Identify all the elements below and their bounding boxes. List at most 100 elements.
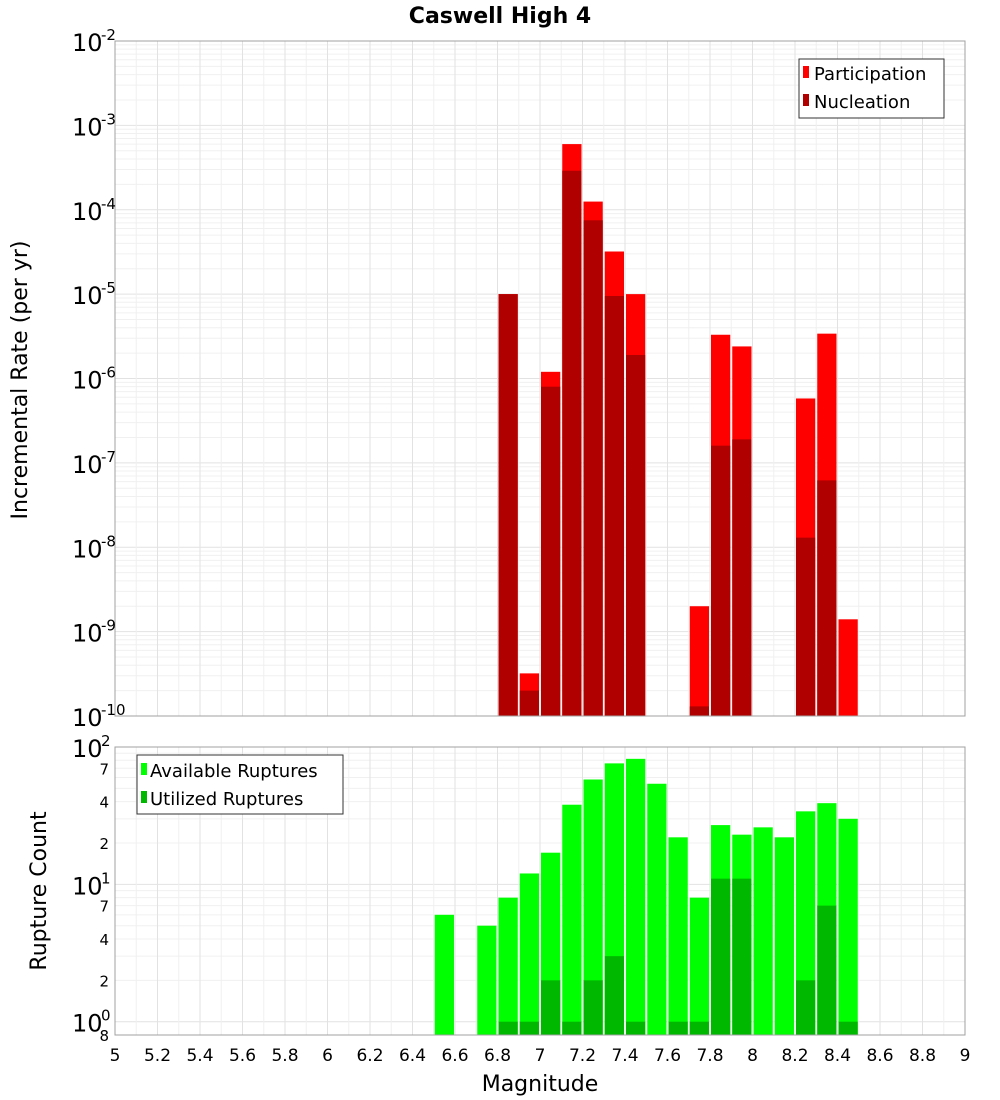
x-tick-label: 6.8 [484, 1046, 511, 1066]
bottom-bars [434, 758, 858, 1035]
top-y-tick-exponent: -10 [101, 701, 126, 719]
bottom-legend-box [136, 754, 344, 815]
nucleation-bar [498, 294, 518, 716]
top-y-tick-exponent: -4 [101, 195, 116, 213]
top-y-ticks: 10-210-310-410-510-610-710-810-910-10 [72, 26, 126, 732]
utilized-ruptures-bar [604, 956, 624, 1035]
top-y-tick-base: 10 [72, 535, 103, 563]
bottom-legend: Available Ruptures Utilized Ruptures [136, 754, 344, 815]
top-legend: Participation Nucleation [798, 58, 945, 119]
top-bars [498, 144, 858, 717]
bottom-y-minor-tick-label: 2 [99, 972, 109, 990]
x-axis-label: Magnitude [482, 1072, 599, 1097]
top-y-tick-exponent: -6 [101, 364, 116, 382]
x-tick-label: 5.8 [271, 1046, 298, 1066]
top-y-tick-base: 10 [72, 704, 103, 732]
legend-participation-label: Participation [814, 64, 926, 85]
bottom-x-ticks: 5 5.2 5.4 5.6 5.8 6 6.2 6.4 6.6 6.8 7 7.2 7.4 7.6 7.8 8… [110, 1046, 971, 1066]
x-tick-label: 7.2 [569, 1046, 596, 1066]
utilized-ruptures-bar [732, 878, 752, 1035]
bottom-y-minor-tick-label: 2 [99, 835, 109, 853]
x-tick-label: 8.8 [909, 1046, 936, 1066]
bottom-y-minor-tick-label: 7 [99, 898, 109, 916]
legend-participation-swatch [803, 66, 809, 78]
bottom-y-minor-tick-label: 4 [99, 931, 109, 949]
chart-title: Caswell High 4 [409, 4, 591, 29]
participation-bar [838, 619, 858, 716]
legend-available-label: Available Ruptures [150, 761, 318, 782]
available-ruptures-bar [753, 827, 773, 1035]
legend-available-swatch [141, 763, 147, 775]
bottom-y-minor-tick-label: 7 [99, 760, 109, 778]
available-ruptures-bar [838, 818, 858, 1035]
top-y-tick-base: 10 [72, 29, 103, 57]
nucleation-bar [604, 296, 624, 716]
top-grid [114, 40, 966, 717]
available-ruptures-bar [774, 837, 794, 1035]
utilized-ruptures-bar [498, 1021, 518, 1035]
nucleation-bar [541, 386, 561, 716]
x-tick-label: 8.2 [781, 1046, 808, 1066]
available-ruptures-bar [689, 897, 709, 1035]
available-ruptures-bar [562, 804, 582, 1035]
x-tick-label: 7.6 [654, 1046, 681, 1066]
available-ruptures-bar [498, 897, 518, 1035]
top-y-tick-exponent: -5 [101, 279, 116, 297]
x-tick-label: 8.6 [866, 1046, 893, 1066]
legend-nucleation-label: Nucleation [814, 92, 910, 113]
top-legend-box [798, 58, 945, 119]
utilized-ruptures-bar [838, 1021, 858, 1035]
top-y-tick-base: 10 [72, 451, 103, 479]
utilized-ruptures-bar [796, 980, 816, 1035]
top-y-tick-base: 10 [72, 282, 103, 310]
nucleation-bar [796, 537, 816, 716]
bottom-y-tick-base: 10 [72, 1010, 103, 1038]
legend-nucleation-swatch [803, 94, 809, 106]
x-tick-label: 6.6 [441, 1046, 468, 1066]
top-y-axis-label: Incremental Rate (per yr) [8, 241, 33, 520]
nucleation-bar [519, 690, 539, 716]
available-ruptures-bar [626, 758, 646, 1035]
x-tick-label: 7 [535, 1046, 546, 1066]
utilized-ruptures-bar [626, 1021, 646, 1035]
x-tick-label: 6.4 [399, 1046, 426, 1066]
available-ruptures-bar [519, 873, 539, 1035]
participation-bar [689, 606, 709, 716]
bottom-y-minor-tick-label: 8 [99, 1027, 109, 1045]
top-y-tick-base: 10 [72, 113, 103, 141]
available-ruptures-bar [583, 779, 603, 1035]
top-y-tick-exponent: -8 [101, 532, 116, 550]
nucleation-bar [817, 480, 837, 716]
top-panel: 10-210-310-410-510-610-710-810-910-10 In… [8, 26, 966, 732]
available-ruptures-bar [434, 914, 454, 1035]
x-tick-label: 5 [110, 1046, 121, 1066]
x-tick-label: 8.4 [824, 1046, 851, 1066]
x-tick-label: 9 [960, 1046, 971, 1066]
utilized-ruptures-bar [519, 1021, 539, 1035]
nucleation-bar [711, 445, 731, 716]
nucleation-bar [562, 170, 582, 716]
available-ruptures-bar [668, 837, 688, 1035]
x-tick-label: 6.2 [356, 1046, 383, 1066]
nucleation-bar [626, 354, 646, 716]
utilized-ruptures-bar [583, 980, 603, 1035]
top-y-tick-base: 10 [72, 198, 103, 226]
top-y-tick-exponent: -7 [101, 448, 116, 466]
bottom-y-tick-exponent: 1 [101, 869, 111, 887]
utilized-ruptures-bar [711, 878, 731, 1035]
bottom-plot-frame [114, 746, 966, 1036]
top-y-tick-exponent: -2 [101, 26, 116, 44]
bottom-y-tick-exponent: 0 [101, 1007, 111, 1025]
utilized-ruptures-bar [668, 1021, 688, 1035]
x-tick-label: 5.2 [144, 1046, 171, 1066]
bottom-y-tick-exponent: 2 [101, 732, 111, 750]
bottom-y-tick-base: 10 [72, 735, 103, 763]
utilized-ruptures-bar [541, 980, 561, 1035]
nucleation-bar [583, 220, 603, 717]
legend-utilized-label: Utilized Ruptures [150, 789, 303, 810]
nucleation-bar [689, 706, 709, 716]
x-tick-label: 5.4 [186, 1046, 213, 1066]
x-tick-label: 5.6 [229, 1046, 256, 1066]
